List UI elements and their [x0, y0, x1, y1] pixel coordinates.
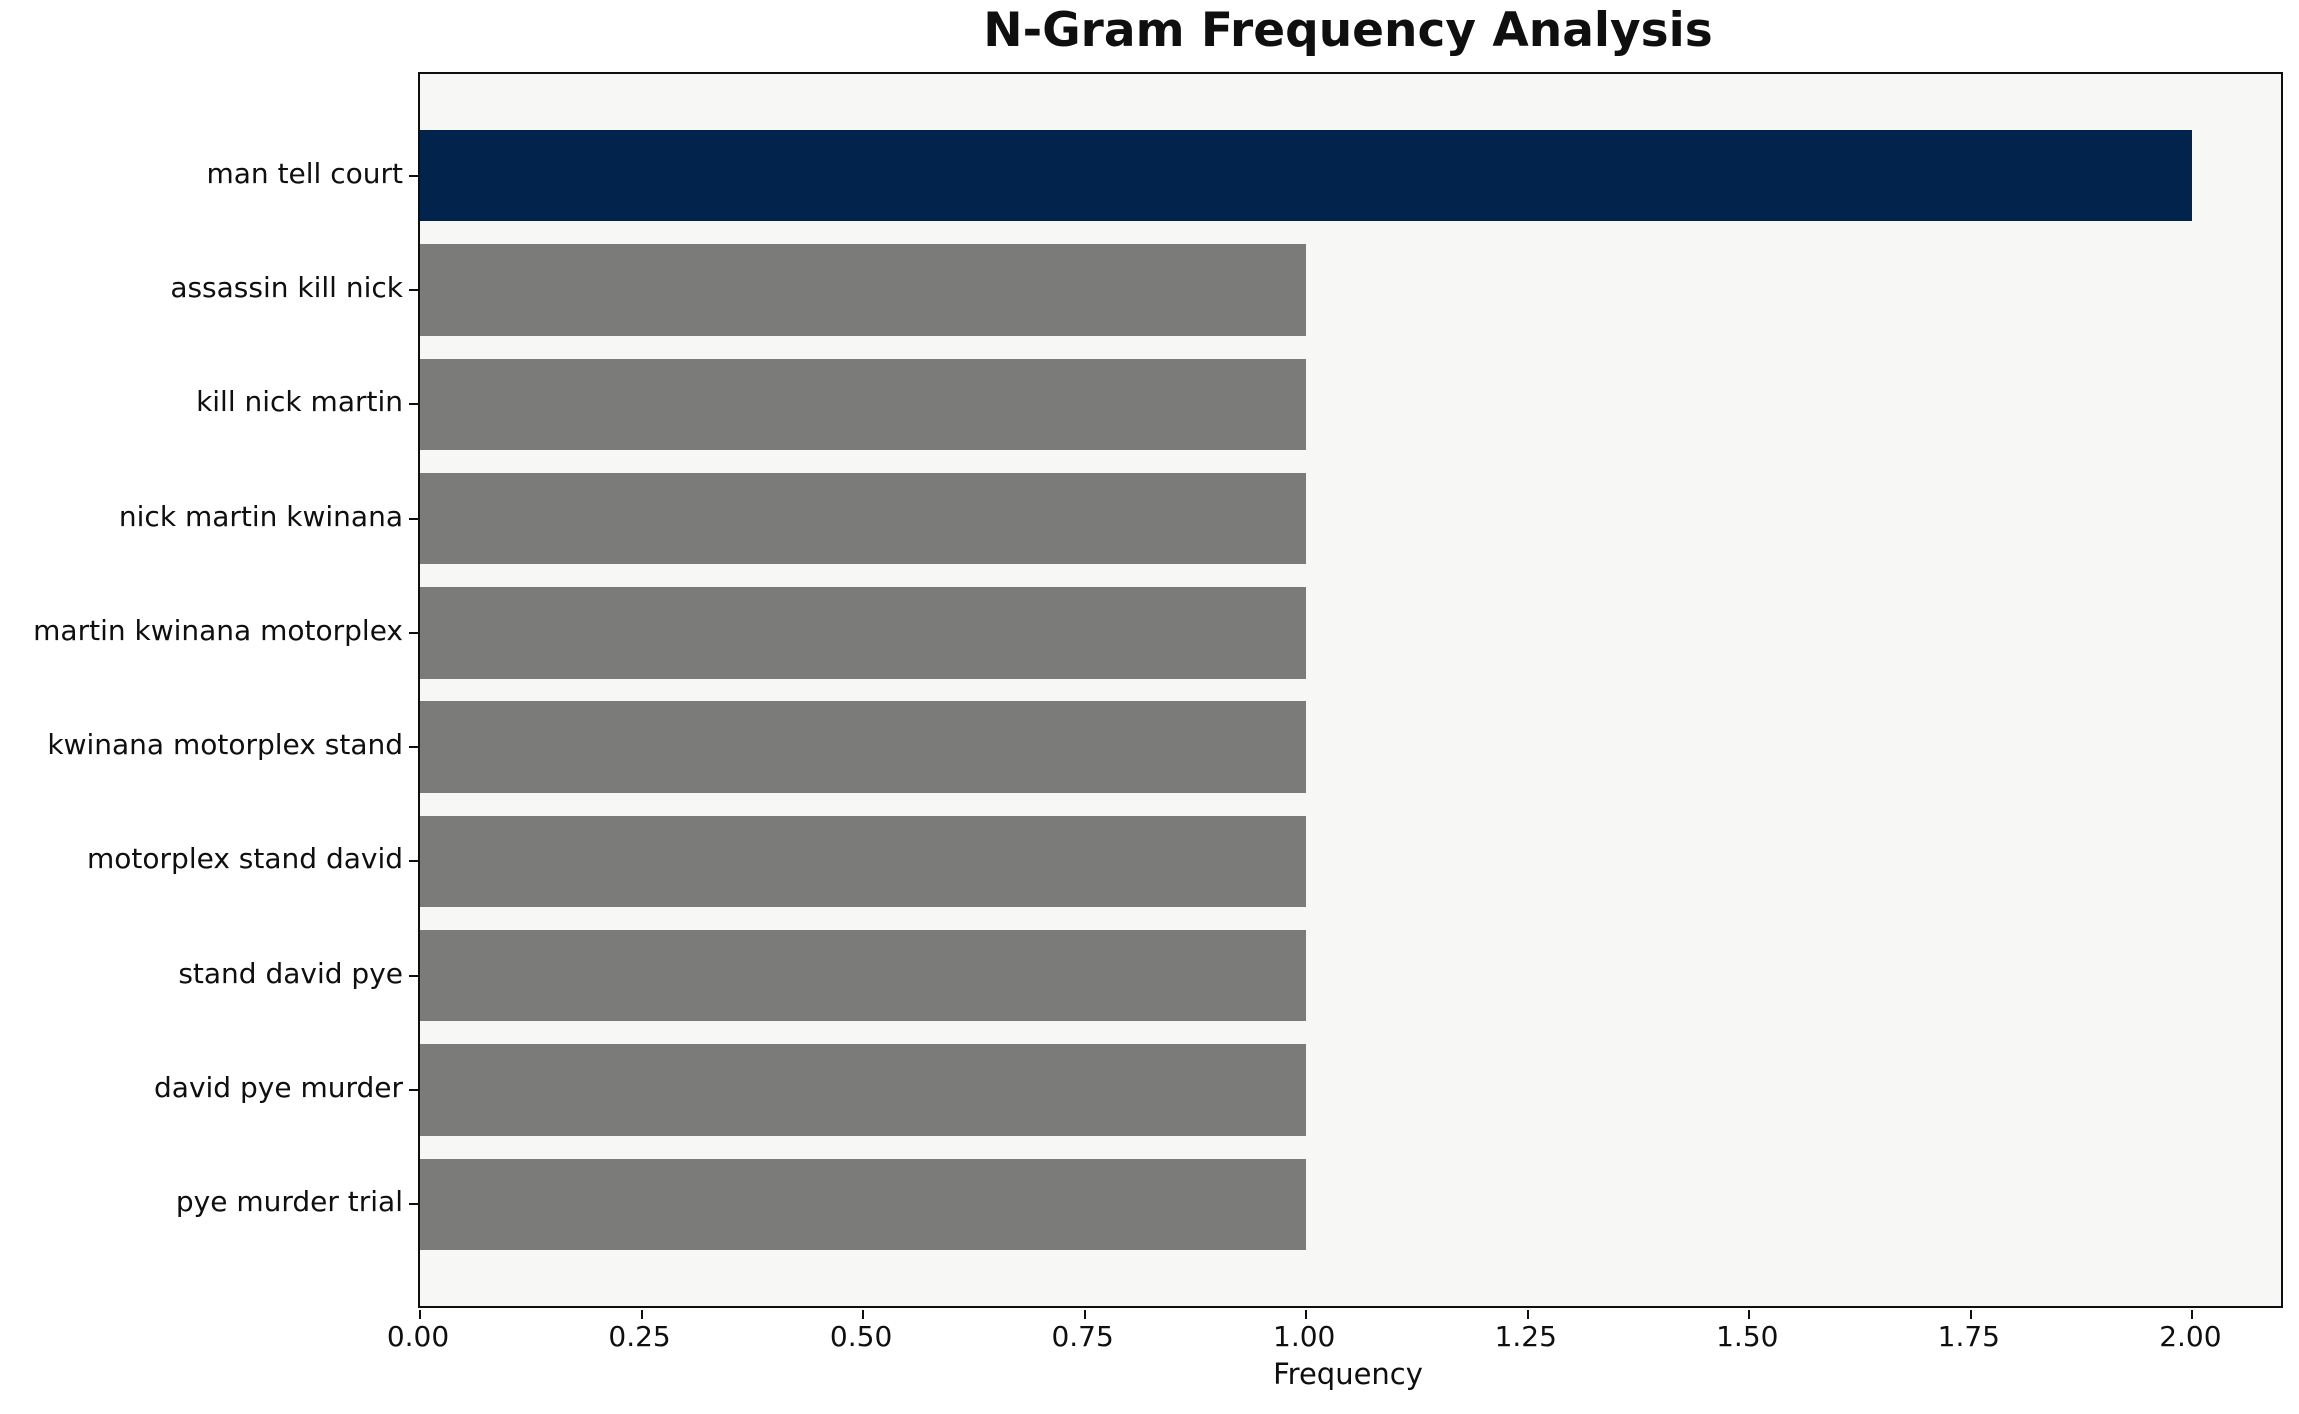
x-tick-mark [640, 1310, 643, 1319]
x-tick-label-2.00: 2.00 [2159, 1320, 2222, 1353]
y-axis-label-kwinana-motorplex-stand: kwinana motorplex stand [47, 728, 403, 762]
bar-martin-kwinana-motorplex [420, 587, 1307, 679]
y-tick-mark [409, 517, 418, 520]
x-tick-label-1.75: 1.75 [1937, 1320, 2000, 1353]
bar-man-tell-court [420, 130, 2193, 222]
y-axis-label-david-pye-murder: david pye murder [154, 1071, 403, 1104]
x-tick-mark [419, 1310, 421, 1319]
y-tick-mark [409, 1089, 418, 1091]
y-tick-mark [409, 1203, 418, 1206]
y-tick-mark [409, 289, 418, 291]
x-tick-mark [1526, 1310, 1529, 1319]
y-axis-label-man-tell-court: man tell court [206, 156, 403, 190]
y-tick-mark [409, 746, 418, 749]
x-tick-mark [862, 1310, 865, 1319]
bar-nick-martin-kwinana [420, 472, 1307, 565]
y-tick-mark [409, 174, 418, 177]
bar-stand-david-pye [420, 930, 1307, 1022]
y-tick-mark [409, 860, 418, 863]
bar-david-pye-murder [420, 1044, 1307, 1136]
bar-motorplex-stand-david [420, 815, 1307, 908]
x-tick-label-1.25: 1.25 [1494, 1320, 1557, 1353]
x-tick-label-0.75: 0.75 [1051, 1320, 1114, 1353]
bar-kwinana-motorplex-stand [420, 701, 1307, 793]
x-tick-mark [1748, 1310, 1751, 1319]
chart-title: N-Gram Frequency Analysis [983, 3, 1713, 58]
x-tick-mark [1083, 1310, 1086, 1319]
y-axis-label-motorplex-stand-david: motorplex stand david [87, 842, 403, 876]
x-tick-label-0.50: 0.50 [829, 1320, 893, 1353]
bar-kill-nick-martin [420, 358, 1307, 450]
x-tick-mark [2191, 1310, 2194, 1319]
bar-pye-murder-trial [420, 1158, 1307, 1250]
x-tick-label-1.00: 1.00 [1273, 1320, 1336, 1353]
y-axis-label-martin-kwinana-motorplex: martin kwinana motorplex [33, 613, 403, 647]
x-tick-label-0.00: 0.00 [386, 1320, 450, 1353]
plot-area [409, 72, 2283, 1319]
x-tick-mark [1969, 1310, 1972, 1319]
x-tick-label-1.50: 1.50 [1716, 1320, 1779, 1353]
y-tick-mark [409, 403, 418, 406]
x-tick-mark [1305, 1310, 1308, 1319]
y-axis-label-kill-nick-martin: kill nick martin [196, 385, 403, 419]
bar-assassin-kill-nick [420, 244, 1307, 336]
y-axis-label-pye-murder-trial: pye murder trial [175, 1185, 403, 1219]
y-axis-label-nick-martin-kwinana: nick martin kwinana [118, 499, 403, 533]
y-tick-mark [409, 974, 418, 977]
y-tick-mark [409, 631, 418, 634]
x-tick-label-0.25: 0.25 [608, 1320, 671, 1353]
y-axis-label-assassin-kill-nick: assassin kill nick [170, 271, 403, 304]
y-axis-label-stand-david-pye: stand david pye [178, 956, 403, 990]
x-axis-title: Frequency [1273, 1357, 1423, 1391]
